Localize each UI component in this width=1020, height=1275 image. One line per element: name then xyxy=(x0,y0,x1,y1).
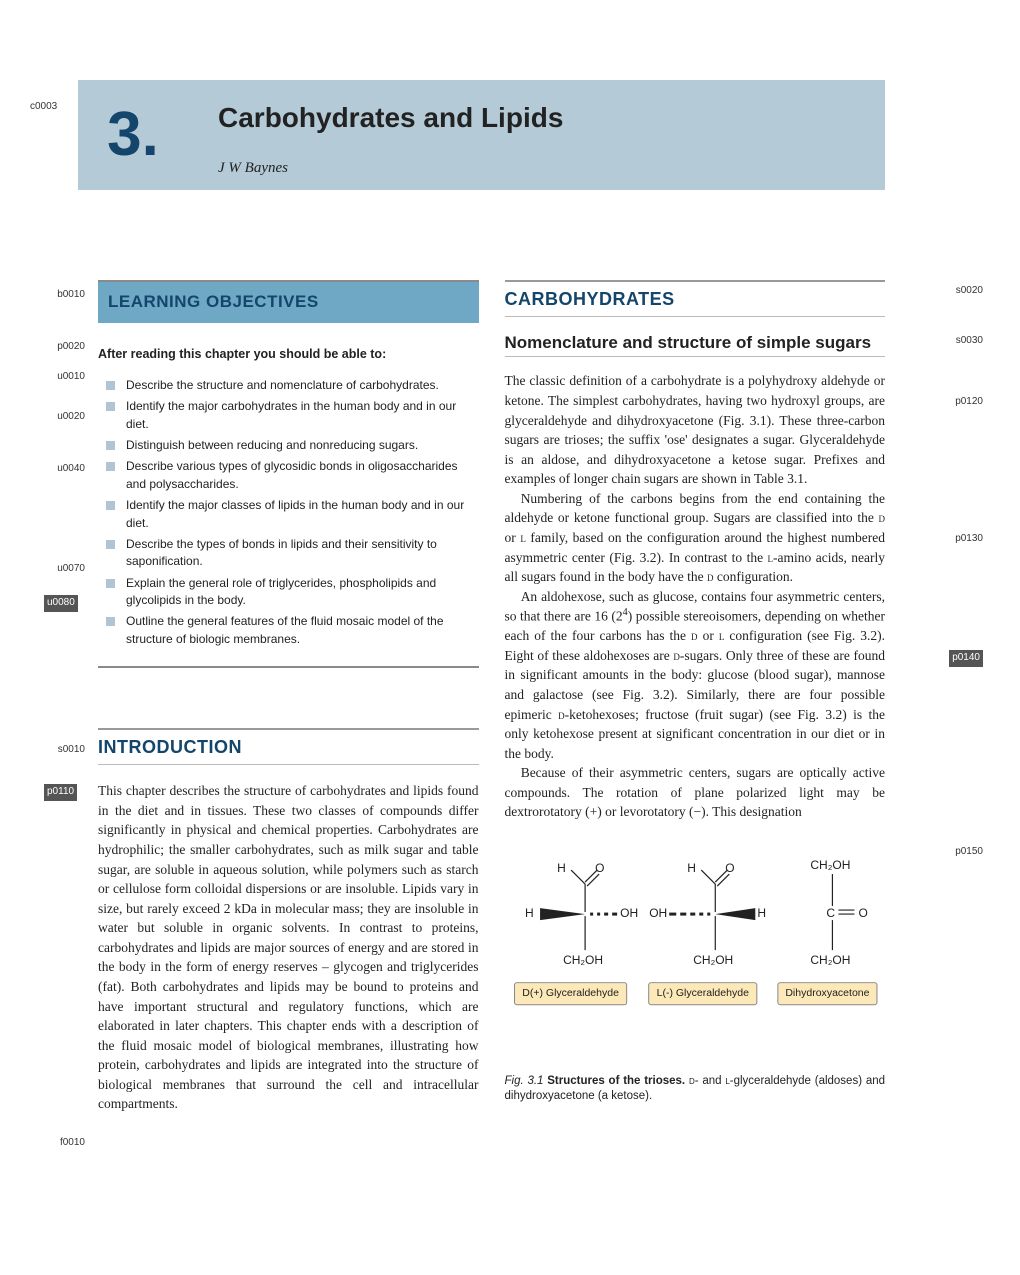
margin-s0030: s0030 xyxy=(956,334,983,349)
margin-u0070: u0070 xyxy=(43,562,85,577)
objective-item: Describe the structure and nomenclature … xyxy=(98,377,479,394)
figure-caption: Fig. 3.1 Structures of the trioses. d- a… xyxy=(505,1074,886,1105)
text: or xyxy=(505,530,521,545)
learning-objectives-box: LEARNING OBJECTIVES p0020 After reading … xyxy=(98,280,479,668)
introduction-heading: INTRODUCTION xyxy=(98,728,479,765)
learning-objectives-intro: After reading this chapter you should be… xyxy=(98,345,479,363)
para-p0120: The classic definition of a carbohydrate… xyxy=(505,371,886,488)
label-l-glyceraldehyde: L(-) Glyceraldehyde xyxy=(648,982,756,1005)
margin-b0010: b0010 xyxy=(43,288,85,303)
svg-text:O: O xyxy=(725,861,734,875)
svg-text:C: C xyxy=(826,906,835,920)
margin-u0020: u0020 xyxy=(43,410,85,425)
margin-p0120: p0120 xyxy=(955,395,983,410)
chapter-number-box: 3. xyxy=(78,80,188,190)
para-p0130: Numbering of the carbons begins from the… xyxy=(505,489,886,587)
para-p0150: Because of their asymmetric centers, sug… xyxy=(505,763,886,822)
caption-text: - and xyxy=(695,1075,726,1087)
right-column: s0020 CARBOHYDRATES s0030 Nomenclature a… xyxy=(505,280,886,1114)
svg-text:H: H xyxy=(525,906,534,920)
objective-item: Outline the general features of the flui… xyxy=(98,613,479,648)
label-d-glyceraldehyde: D(+) Glyceraldehyde xyxy=(514,982,627,1005)
svg-text:CH₂OH: CH₂OH xyxy=(563,953,603,967)
chapter-title: Carbohydrates and Lipids xyxy=(218,98,855,139)
nomenclature-subheading: Nomenclature and structure of simple sug… xyxy=(505,333,886,357)
introduction-paragraph: This chapter describes the structure of … xyxy=(98,781,479,1114)
two-column-layout: b0010 LEARNING OBJECTIVES p0020 After re… xyxy=(98,280,885,1114)
carbohydrates-heading: CARBOHYDRATES xyxy=(505,280,886,317)
chapter-number: 3. xyxy=(107,90,159,180)
margin-p0130: p0130 xyxy=(955,532,983,547)
svg-text:H: H xyxy=(557,861,566,875)
svg-text:OH: OH xyxy=(620,906,638,920)
smallcap-d: d xyxy=(879,510,886,525)
figure-number: Fig. 3.1 xyxy=(505,1075,544,1087)
figure-3-1: H O H OH xyxy=(505,852,886,1105)
margin-u0080: u0080 xyxy=(44,595,78,612)
text: or xyxy=(698,628,719,643)
learning-objectives-list: Describe the structure and nomenclature … xyxy=(98,377,479,648)
margin-s0020: s0020 xyxy=(956,284,983,299)
margin-f0010: f0010 xyxy=(43,1136,85,1151)
svg-text:CH₂OH: CH₂OH xyxy=(693,953,733,967)
svg-text:O: O xyxy=(858,906,867,920)
chapter-header: 3. Carbohydrates and Lipids J W Baynes xyxy=(98,80,885,190)
chapter-title-box: Carbohydrates and Lipids J W Baynes xyxy=(188,80,885,190)
figure-title: Structures of the trioses. xyxy=(547,1075,685,1087)
margin-p0150: p0150 xyxy=(955,845,983,860)
svg-text:H: H xyxy=(687,861,696,875)
chapter-author: J W Baynes xyxy=(218,158,855,180)
margin-u0040: u0040 xyxy=(43,462,85,477)
text: Numbering of the carbons begins from the… xyxy=(505,491,886,526)
objective-item: Describe various types of glycosidic bon… xyxy=(98,458,479,493)
text: configuration. xyxy=(713,569,792,584)
label-dihydroxyacetone: Dihydroxyacetone xyxy=(777,982,877,1005)
learning-objectives-heading: LEARNING OBJECTIVES xyxy=(98,282,479,323)
margin-u0010: u0010 xyxy=(43,370,85,385)
margin-c0003: c0003 xyxy=(30,100,57,115)
para-p0140: An aldohexose, such as glucose, contains… xyxy=(505,587,886,764)
margin-p0110: p0110 xyxy=(44,784,77,801)
margin-s0010: s0010 xyxy=(43,743,85,758)
svg-text:OH: OH xyxy=(649,906,667,920)
svg-text:CH₂OH: CH₂OH xyxy=(810,858,850,872)
objective-item: Describe the types of bonds in lipids an… xyxy=(98,536,479,571)
objective-item: Identify the major classes of lipids in … xyxy=(98,497,479,532)
margin-p0140: p0140 xyxy=(949,650,983,667)
svg-text:CH₂OH: CH₂OH xyxy=(810,953,850,967)
objective-item: Explain the general role of triglyceride… xyxy=(98,575,479,610)
svg-text:O: O xyxy=(595,861,604,875)
margin-p0020: p0020 xyxy=(43,340,85,355)
trioses-structure-svg: H O H OH xyxy=(505,852,886,1062)
left-column: b0010 LEARNING OBJECTIVES p0020 After re… xyxy=(98,280,479,1114)
svg-text:H: H xyxy=(757,906,766,920)
objective-item: Identify the major carbohydrates in the … xyxy=(98,398,479,433)
objective-item: Distinguish between reducing and nonredu… xyxy=(98,437,479,454)
